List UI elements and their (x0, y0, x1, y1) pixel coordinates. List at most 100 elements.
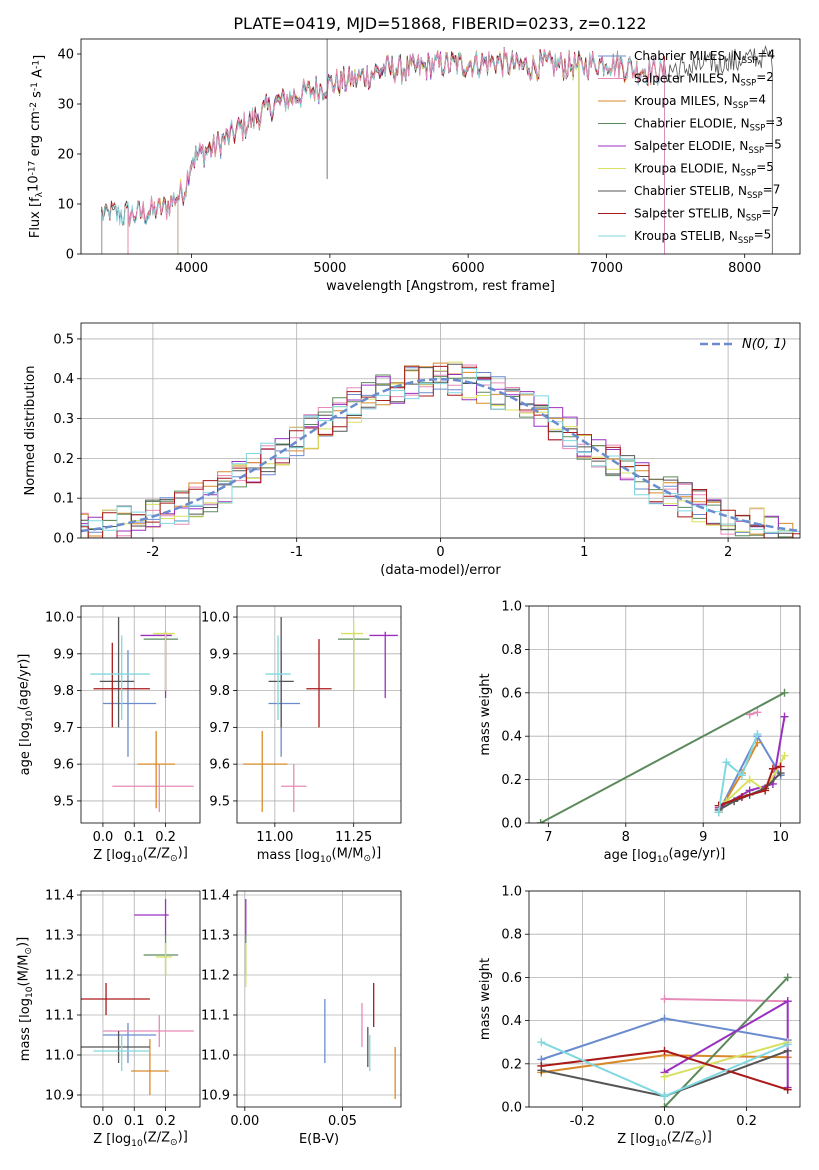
age_vs_Z-ylabel: age [log10(age/yr)] (17, 654, 36, 776)
age_vs_Z-ytick-label: 9.7 (53, 721, 74, 736)
residuals-xtick-label: 1 (580, 545, 588, 560)
spectrum-ytick-label: 0 (66, 248, 74, 263)
weight_vs_Z-series-line (664, 1041, 788, 1078)
spectrum-axes: 4000 5000 6000 7000 8000 0 10 20 30 40 wavelength … (27, 38, 801, 294)
weight_vs_Z-point-marker (660, 1103, 669, 1107)
mass_vs_ebv-marks (245, 899, 396, 1099)
mass_vs_Z-xlabel: Z [log10(Z/Z⊙)] (93, 1129, 188, 1149)
residuals-marks (81, 361, 800, 538)
weight_vs_age-frame (528, 605, 801, 824)
spectrum-legend-label: Salpeter ELODIE, NSSP=5 (634, 138, 782, 155)
mass_vs_Z-ylabel: mass [log10(M/M⊙)] (15, 937, 35, 1061)
age_vs_Z-frame (80, 605, 201, 824)
age_vs_mass-marks (243, 617, 398, 812)
residuals-xtick-label: 2 (724, 545, 732, 560)
residuals-ytick-label: 0.3 (53, 412, 74, 427)
mass_vs_ebv-ytick-label: 11.0 (201, 1049, 230, 1064)
mass_vs_ebv-ytick-label: 11.3 (201, 929, 230, 944)
weight_vs_Z-marks (537, 973, 792, 1107)
residuals-ytick-label: 0.4 (53, 372, 74, 387)
residuals-xtick-label: 0 (436, 545, 444, 560)
spectrum-legend-label: Chabrier MILES, NSSP=4 (634, 48, 775, 65)
spectrum-xtick-label: 8000 (728, 261, 761, 276)
mass_vs_Z-frame (80, 890, 201, 1108)
weight_vs_age-point-marker (714, 808, 723, 817)
weight_vs_age-ytick-label: 0.6 (501, 686, 522, 701)
mass_vs_Z-xtick-label: 0.2 (155, 1114, 176, 1129)
figure-title: PLATE=0419, MJD=51868, FIBERID=0233, z=0… (233, 14, 646, 33)
weight_vs_age-point-marker (761, 786, 770, 795)
weight_vs_age-point-marker (536, 819, 545, 823)
normal-curve-line (81, 377, 800, 533)
spectrum-legend-label: Kroupa ELODIE, NSSP=5 (634, 160, 774, 177)
weight_vs_age-ytick-label: 0.4 (501, 730, 522, 745)
weight_vs_age-point-marker (745, 775, 754, 784)
spectrum-ytick-label: 10 (57, 198, 74, 213)
weight_vs_age-marks (536, 688, 789, 823)
age_vs_mass-ytick-label: 10.0 (201, 611, 230, 626)
residuals-ytick-label: 0.5 (53, 332, 74, 347)
weight_vs_age-point-marker (780, 751, 789, 760)
residuals-ylabel: Normed distribution (23, 366, 38, 496)
weight_vs_Z-point-marker (660, 1014, 669, 1023)
weight_vs_age-point-marker (780, 712, 789, 721)
age_vs_Z-ytick-label: 10.0 (45, 611, 74, 626)
spectrum-legend-label: Kroupa STELIB, NSSP=5 (634, 228, 771, 245)
weight_vs_Z-point-marker (783, 1040, 792, 1049)
weight_vs_age-point-marker (722, 758, 731, 767)
weight_vs_age-xtick-label: 10 (772, 830, 789, 845)
weight_vs_age-axes: 7 8 9 10 0.0 0.2 0.4 0.6 0.8 1.0 age [log10(age/yr… (478, 600, 801, 865)
weight_vs_age-xtick-label: 8 (622, 830, 630, 845)
weight_vs_Z-ytick-label: 1.0 (501, 885, 522, 900)
residuals-xtick-label: -2 (146, 545, 159, 560)
weight_vs_Z-point-marker (783, 997, 792, 1006)
spectrum-xtick-label: 5000 (313, 261, 346, 276)
residuals-xtick-label: -1 (290, 545, 303, 560)
residual-histogram-step (81, 365, 800, 538)
age_vs_Z-ytick-label: 9.8 (53, 684, 74, 699)
spectrum-xlabel: wavelength [Angstrom, rest frame] (326, 279, 555, 294)
spectrum-ytick-label: 30 (57, 98, 74, 113)
weight_vs_Z-ytick-label: 0.4 (501, 1014, 522, 1029)
mass_vs_Z-axes: 0.0 0.1 0.2 10.9 11.0 11.1 11.2 11.3 11.4 Z [log1… (15, 889, 201, 1149)
age_vs_Z-ytick-label: 9.9 (53, 647, 74, 662)
spectrum-ytick-label: 40 (57, 48, 74, 63)
mass_vs_Z-xtick-label: 0.0 (93, 1114, 114, 1129)
weight_vs_age-ytick-label: 1.0 (501, 600, 522, 615)
weight_vs_Z-frame (528, 890, 801, 1108)
weight_vs_Z-point-marker (660, 995, 669, 1003)
age_vs_Z-axes: 0.0 0.1 0.2 9.5 9.6 9.7 9.8 9.9 10.0 Z [log10(Z/Z… (17, 605, 201, 865)
weight_vs_Z-point-marker (660, 1092, 669, 1101)
spectrum-xtick-label: 4000 (175, 261, 208, 276)
mass_vs_ebv-ytick-label: 10.9 (201, 1089, 230, 1104)
age_vs_Z-xtick-label: 0.1 (124, 830, 145, 845)
weight_vs_age-xtick-label: 9 (699, 830, 707, 845)
mass_vs_Z-xtick-label: 0.1 (124, 1114, 145, 1129)
weight_vs_Z-xtick-label: 0.2 (736, 1114, 757, 1129)
age_vs_mass-ytick-label: 9.5 (209, 794, 230, 809)
weight_vs_Z-point-marker (537, 1061, 546, 1070)
mass_vs_ebv-ytick-label: 11.2 (201, 969, 230, 984)
spectrum-legend-label: Kroupa MILES, NSSP=4 (634, 93, 766, 110)
age_vs_Z-xtick-label: 0.0 (93, 830, 114, 845)
age_vs_mass-axes: 11.00 11.25 9.5 9.6 9.7 9.8 9.9 10.0 mass [log10… (201, 605, 402, 865)
mass_vs_ebv-ytick-label: 11.4 (201, 889, 230, 904)
weight_vs_Z-series-line (663, 976, 789, 1107)
weight_vs_Z-point-marker (660, 1046, 669, 1055)
spectrum-xtick-label: 6000 (452, 261, 485, 276)
spectrum-legend-label: Salpeter STELIB, NSSP=7 (634, 205, 779, 222)
age_vs_mass-frame (236, 605, 402, 824)
residuals-ytick-label: 0.1 (53, 492, 74, 507)
spectrum-marks (101, 39, 773, 254)
weight_vs_age-point-marker (737, 771, 746, 780)
age_vs_mass-ytick-label: 9.7 (209, 721, 230, 736)
spectrum-ylabel: Flux [fλ10-17 erg cm-2 s-1 A-1] (27, 55, 47, 238)
mass_vs_ebv-ytick-label: 11.1 (201, 1009, 230, 1024)
age_vs_Z-xlabel: Z [log10(Z/Z⊙)] (93, 845, 188, 865)
spectrum-ytick-label: 20 (57, 148, 74, 163)
mass_vs_ebv-frame (236, 890, 402, 1108)
age_vs_mass-ytick-label: 9.8 (209, 684, 230, 699)
plot-layer: 4000 5000 6000 7000 8000010203040wavelength … (15, 38, 801, 1149)
